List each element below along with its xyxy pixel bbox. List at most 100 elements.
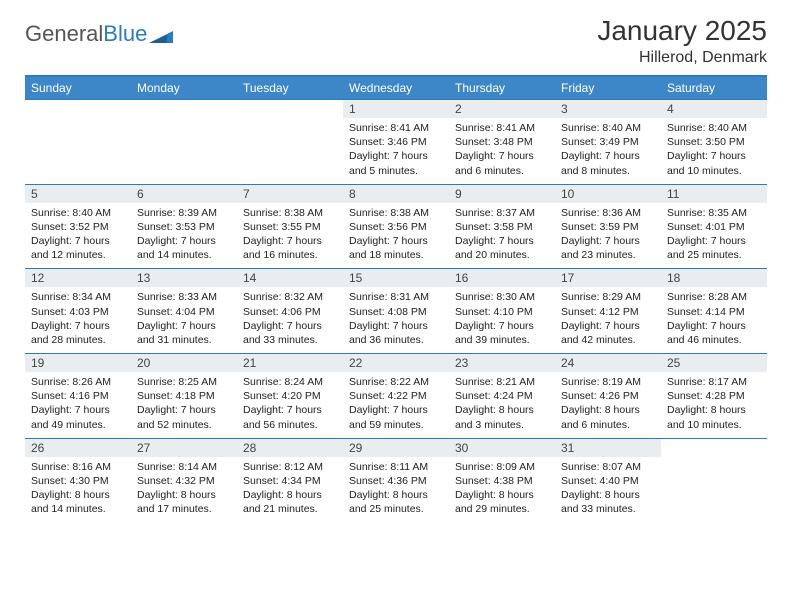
day-number: 7 (237, 185, 343, 203)
calendar-cell: 4Sunrise: 8:40 AMSunset: 3:50 PMDaylight… (661, 100, 767, 185)
calendar-cell: 20Sunrise: 8:25 AMSunset: 4:18 PMDayligh… (131, 354, 237, 439)
location: Hillerod, Denmark (597, 49, 767, 67)
day-header-monday: Monday (131, 76, 237, 100)
day-info: Sunrise: 8:21 AMSunset: 4:24 PMDaylight:… (449, 372, 555, 438)
calendar-cell: 21Sunrise: 8:24 AMSunset: 4:20 PMDayligh… (237, 354, 343, 439)
calendar-cell (131, 100, 237, 185)
calendar-cell: 27Sunrise: 8:14 AMSunset: 4:32 PMDayligh… (131, 438, 237, 522)
day-header-tuesday: Tuesday (237, 76, 343, 100)
day-number: 24 (555, 354, 661, 372)
day-info: Sunrise: 8:24 AMSunset: 4:20 PMDaylight:… (237, 372, 343, 438)
day-number: 15 (343, 269, 449, 287)
day-info: Sunrise: 8:11 AMSunset: 4:36 PMDaylight:… (343, 457, 449, 523)
calendar-cell: 14Sunrise: 8:32 AMSunset: 4:06 PMDayligh… (237, 269, 343, 354)
day-number: 22 (343, 354, 449, 372)
day-info: Sunrise: 8:31 AMSunset: 4:08 PMDaylight:… (343, 287, 449, 353)
calendar-row: 26Sunrise: 8:16 AMSunset: 4:30 PMDayligh… (25, 438, 767, 522)
day-info: Sunrise: 8:16 AMSunset: 4:30 PMDaylight:… (25, 457, 131, 523)
day-number: 9 (449, 185, 555, 203)
logo-part1: General (25, 21, 103, 46)
day-info: Sunrise: 8:28 AMSunset: 4:14 PMDaylight:… (661, 287, 767, 353)
day-info: Sunrise: 8:33 AMSunset: 4:04 PMDaylight:… (131, 287, 237, 353)
calendar-cell: 30Sunrise: 8:09 AMSunset: 4:38 PMDayligh… (449, 438, 555, 522)
logo-arrow-icon (149, 25, 173, 43)
calendar-cell: 11Sunrise: 8:35 AMSunset: 4:01 PMDayligh… (661, 184, 767, 269)
day-info: Sunrise: 8:35 AMSunset: 4:01 PMDaylight:… (661, 203, 767, 269)
calendar-cell: 1Sunrise: 8:41 AMSunset: 3:46 PMDaylight… (343, 100, 449, 185)
logo-text: GeneralBlue (25, 21, 147, 47)
day-info: Sunrise: 8:32 AMSunset: 4:06 PMDaylight:… (237, 287, 343, 353)
calendar-body: 1Sunrise: 8:41 AMSunset: 3:46 PMDaylight… (25, 100, 767, 523)
day-info: Sunrise: 8:30 AMSunset: 4:10 PMDaylight:… (449, 287, 555, 353)
day-number: 29 (343, 439, 449, 457)
calendar-cell: 25Sunrise: 8:17 AMSunset: 4:28 PMDayligh… (661, 354, 767, 439)
calendar-table: SundayMondayTuesdayWednesdayThursdayFrid… (25, 75, 767, 522)
calendar-cell: 6Sunrise: 8:39 AMSunset: 3:53 PMDaylight… (131, 184, 237, 269)
calendar-cell: 19Sunrise: 8:26 AMSunset: 4:16 PMDayligh… (25, 354, 131, 439)
day-info: Sunrise: 8:14 AMSunset: 4:32 PMDaylight:… (131, 457, 237, 523)
calendar-cell: 8Sunrise: 8:38 AMSunset: 3:56 PMDaylight… (343, 184, 449, 269)
day-info: Sunrise: 8:09 AMSunset: 4:38 PMDaylight:… (449, 457, 555, 523)
day-info: Sunrise: 8:19 AMSunset: 4:26 PMDaylight:… (555, 372, 661, 438)
day-info: Sunrise: 8:41 AMSunset: 3:48 PMDaylight:… (449, 118, 555, 184)
day-info: Sunrise: 8:25 AMSunset: 4:18 PMDaylight:… (131, 372, 237, 438)
calendar-cell: 15Sunrise: 8:31 AMSunset: 4:08 PMDayligh… (343, 269, 449, 354)
logo-part2: Blue (103, 21, 147, 46)
day-info: Sunrise: 8:26 AMSunset: 4:16 PMDaylight:… (25, 372, 131, 438)
empty-cell (661, 439, 767, 497)
calendar-cell: 13Sunrise: 8:33 AMSunset: 4:04 PMDayligh… (131, 269, 237, 354)
day-info: Sunrise: 8:29 AMSunset: 4:12 PMDaylight:… (555, 287, 661, 353)
calendar-cell: 5Sunrise: 8:40 AMSunset: 3:52 PMDaylight… (25, 184, 131, 269)
day-header-wednesday: Wednesday (343, 76, 449, 100)
day-header-sunday: Sunday (25, 76, 131, 100)
day-info: Sunrise: 8:36 AMSunset: 3:59 PMDaylight:… (555, 203, 661, 269)
calendar-row: 1Sunrise: 8:41 AMSunset: 3:46 PMDaylight… (25, 100, 767, 185)
day-number: 25 (661, 354, 767, 372)
day-number: 5 (25, 185, 131, 203)
calendar-cell: 23Sunrise: 8:21 AMSunset: 4:24 PMDayligh… (449, 354, 555, 439)
day-info: Sunrise: 8:38 AMSunset: 3:56 PMDaylight:… (343, 203, 449, 269)
day-number: 11 (661, 185, 767, 203)
day-header-saturday: Saturday (661, 76, 767, 100)
day-number: 16 (449, 269, 555, 287)
day-number: 30 (449, 439, 555, 457)
calendar-cell: 17Sunrise: 8:29 AMSunset: 4:12 PMDayligh… (555, 269, 661, 354)
day-number: 6 (131, 185, 237, 203)
day-number: 26 (25, 439, 131, 457)
calendar-cell: 12Sunrise: 8:34 AMSunset: 4:03 PMDayligh… (25, 269, 131, 354)
empty-cell (237, 100, 343, 158)
day-info: Sunrise: 8:37 AMSunset: 3:58 PMDaylight:… (449, 203, 555, 269)
empty-cell (131, 100, 237, 158)
day-number: 3 (555, 100, 661, 118)
header: GeneralBlue January 2025 Hillerod, Denma… (25, 15, 767, 67)
day-info: Sunrise: 8:12 AMSunset: 4:34 PMDaylight:… (237, 457, 343, 523)
calendar-header-row: SundayMondayTuesdayWednesdayThursdayFrid… (25, 76, 767, 100)
title-block: January 2025 Hillerod, Denmark (597, 15, 767, 67)
day-number: 8 (343, 185, 449, 203)
day-number: 28 (237, 439, 343, 457)
calendar-cell: 29Sunrise: 8:11 AMSunset: 4:36 PMDayligh… (343, 438, 449, 522)
calendar-cell (25, 100, 131, 185)
day-number: 13 (131, 269, 237, 287)
day-info: Sunrise: 8:38 AMSunset: 3:55 PMDaylight:… (237, 203, 343, 269)
empty-cell (25, 100, 131, 158)
day-number: 17 (555, 269, 661, 287)
day-info: Sunrise: 8:41 AMSunset: 3:46 PMDaylight:… (343, 118, 449, 184)
calendar-row: 19Sunrise: 8:26 AMSunset: 4:16 PMDayligh… (25, 354, 767, 439)
calendar-cell: 26Sunrise: 8:16 AMSunset: 4:30 PMDayligh… (25, 438, 131, 522)
calendar-cell: 16Sunrise: 8:30 AMSunset: 4:10 PMDayligh… (449, 269, 555, 354)
day-header-friday: Friday (555, 76, 661, 100)
day-header-thursday: Thursday (449, 76, 555, 100)
logo: GeneralBlue (25, 21, 173, 47)
calendar-cell: 24Sunrise: 8:19 AMSunset: 4:26 PMDayligh… (555, 354, 661, 439)
day-info: Sunrise: 8:22 AMSunset: 4:22 PMDaylight:… (343, 372, 449, 438)
day-number: 10 (555, 185, 661, 203)
calendar-cell: 28Sunrise: 8:12 AMSunset: 4:34 PMDayligh… (237, 438, 343, 522)
day-number: 18 (661, 269, 767, 287)
month-title: January 2025 (597, 15, 767, 47)
day-number: 1 (343, 100, 449, 118)
calendar-cell: 18Sunrise: 8:28 AMSunset: 4:14 PMDayligh… (661, 269, 767, 354)
day-number: 4 (661, 100, 767, 118)
day-number: 27 (131, 439, 237, 457)
day-info: Sunrise: 8:17 AMSunset: 4:28 PMDaylight:… (661, 372, 767, 438)
